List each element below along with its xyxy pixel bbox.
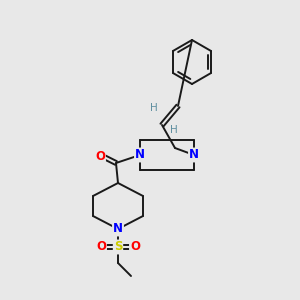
Text: N: N — [135, 148, 145, 161]
Text: O: O — [130, 241, 140, 254]
Text: S: S — [114, 241, 122, 254]
Text: O: O — [95, 149, 105, 163]
Text: N: N — [189, 148, 199, 161]
Text: H: H — [150, 103, 158, 113]
Text: N: N — [113, 223, 123, 236]
Text: O: O — [96, 241, 106, 254]
Text: H: H — [170, 125, 178, 135]
